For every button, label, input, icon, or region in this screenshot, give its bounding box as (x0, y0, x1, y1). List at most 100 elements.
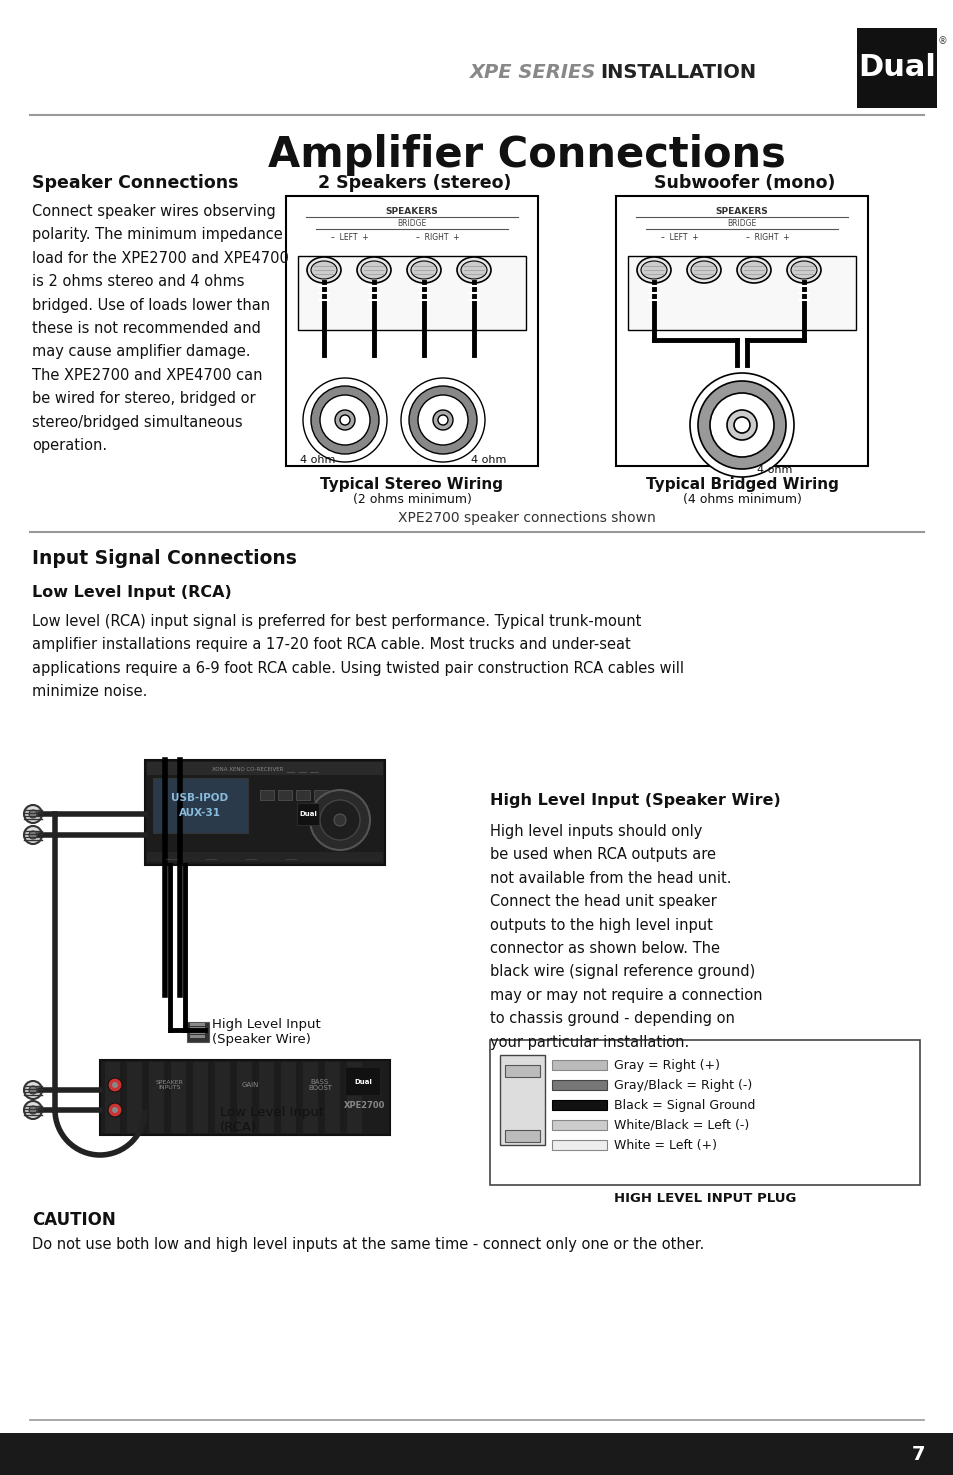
Text: HIGH LEVEL INPUT PLUG: HIGH LEVEL INPUT PLUG (613, 1192, 796, 1205)
Bar (193, 1062, 208, 1133)
Bar (190, 1035, 205, 1038)
Ellipse shape (456, 257, 491, 283)
Ellipse shape (307, 257, 340, 283)
Text: Amplifier Connections: Amplifier Connections (268, 134, 785, 176)
Text: ____: ____ (205, 854, 217, 860)
Text: SPEAKERS: SPEAKERS (385, 208, 438, 217)
Ellipse shape (356, 257, 391, 283)
Bar (187, 1022, 209, 1041)
Text: Input Signal Connections: Input Signal Connections (32, 549, 296, 568)
Circle shape (112, 1083, 118, 1089)
Bar (281, 1062, 295, 1133)
Text: Black = Signal Ground: Black = Signal Ground (614, 1099, 755, 1112)
Circle shape (319, 395, 370, 445)
Ellipse shape (737, 257, 770, 283)
Text: High Level Input (Speaker Wire): High Level Input (Speaker Wire) (490, 792, 780, 807)
Ellipse shape (411, 261, 436, 279)
Bar (258, 1062, 274, 1133)
Bar (260, 791, 274, 799)
Text: (4 ohms minimum): (4 ohms minimum) (681, 494, 801, 506)
Text: Speaker Connections: Speaker Connections (32, 174, 238, 192)
Bar (277, 791, 292, 799)
Text: Low Level Input
(RCA): Low Level Input (RCA) (220, 1106, 324, 1134)
Circle shape (108, 1103, 122, 1117)
Circle shape (29, 810, 37, 819)
Circle shape (400, 378, 484, 462)
Circle shape (303, 378, 387, 462)
Text: XPE2700: XPE2700 (344, 1100, 385, 1109)
Bar (504, 1065, 539, 1077)
Circle shape (29, 1086, 37, 1094)
Text: 7: 7 (911, 1444, 924, 1463)
Text: Gray = Right (+): Gray = Right (+) (614, 1059, 720, 1071)
Text: 2 Speakers (stereo): 2 Speakers (stereo) (318, 174, 511, 192)
Circle shape (24, 805, 42, 823)
Text: BASS
BOOST: BASS BOOST (308, 1078, 332, 1092)
Text: BRIDGE: BRIDGE (397, 220, 426, 229)
Bar (347, 1062, 361, 1133)
Bar (286, 196, 537, 466)
Circle shape (112, 1108, 118, 1114)
Circle shape (24, 1081, 42, 1099)
Circle shape (437, 414, 448, 425)
Bar (552, 1120, 606, 1130)
Text: XPE SERIES: XPE SERIES (469, 62, 596, 81)
Circle shape (335, 410, 355, 431)
Bar (552, 1140, 606, 1150)
Text: USB-IPOD: USB-IPOD (172, 794, 229, 802)
Bar (214, 1062, 230, 1133)
Text: –  RIGHT  +: – RIGHT + (416, 233, 459, 242)
Text: ____: ____ (165, 854, 177, 860)
Bar (149, 1062, 164, 1133)
Text: –  LEFT  +: – LEFT + (660, 233, 698, 242)
Circle shape (24, 1100, 42, 1120)
Bar (127, 1062, 142, 1133)
Bar (490, 1040, 919, 1184)
Text: Dual: Dual (354, 1080, 372, 1086)
Ellipse shape (740, 261, 766, 279)
Bar (190, 1031, 205, 1034)
Text: BRIDGE: BRIDGE (726, 220, 756, 229)
Text: Subwoofer (mono): Subwoofer (mono) (654, 174, 835, 192)
Text: White = Left (+): White = Left (+) (614, 1139, 717, 1152)
Circle shape (29, 830, 37, 839)
Circle shape (409, 386, 476, 454)
Bar (616, 196, 867, 466)
Circle shape (24, 826, 42, 844)
Bar (147, 763, 382, 774)
Bar (152, 777, 248, 833)
Circle shape (726, 410, 757, 440)
Bar (105, 1062, 120, 1133)
Text: Low level (RCA) input signal is preferred for best performance. Typical trunk-mo: Low level (RCA) input signal is preferre… (32, 614, 683, 699)
Bar (627, 257, 855, 330)
Text: SPEAKER
INPUTS: SPEAKER INPUTS (156, 1080, 184, 1090)
Bar (345, 1066, 379, 1094)
Text: 4 ohm: 4 ohm (299, 454, 335, 465)
Text: Typical Stereo Wiring: Typical Stereo Wiring (320, 478, 503, 493)
Text: GAIN: GAIN (241, 1083, 258, 1089)
Bar (190, 1024, 205, 1027)
Ellipse shape (790, 261, 816, 279)
Bar (0, 1434, 953, 1475)
Bar (296, 802, 318, 825)
Bar (171, 1062, 186, 1133)
Text: Do not use both low and high level inputs at the same time - connect only one or: Do not use both low and high level input… (32, 1238, 703, 1252)
Bar (147, 853, 382, 861)
Circle shape (417, 395, 468, 445)
Bar (314, 791, 328, 799)
Ellipse shape (640, 261, 666, 279)
Text: XPE2700 speaker connections shown: XPE2700 speaker connections shown (397, 510, 655, 525)
Bar (552, 1100, 606, 1111)
Circle shape (689, 373, 793, 476)
Text: Low Level Input (RCA): Low Level Input (RCA) (32, 584, 232, 599)
Bar (295, 791, 310, 799)
Text: ®: ® (937, 35, 946, 46)
Bar (499, 1055, 544, 1145)
Bar (856, 28, 936, 108)
Text: Dual: Dual (298, 811, 316, 817)
Bar (297, 257, 525, 330)
Text: Dual: Dual (857, 53, 935, 83)
Ellipse shape (786, 257, 821, 283)
Bar (325, 1062, 339, 1133)
Text: AUX-31: AUX-31 (179, 808, 221, 819)
